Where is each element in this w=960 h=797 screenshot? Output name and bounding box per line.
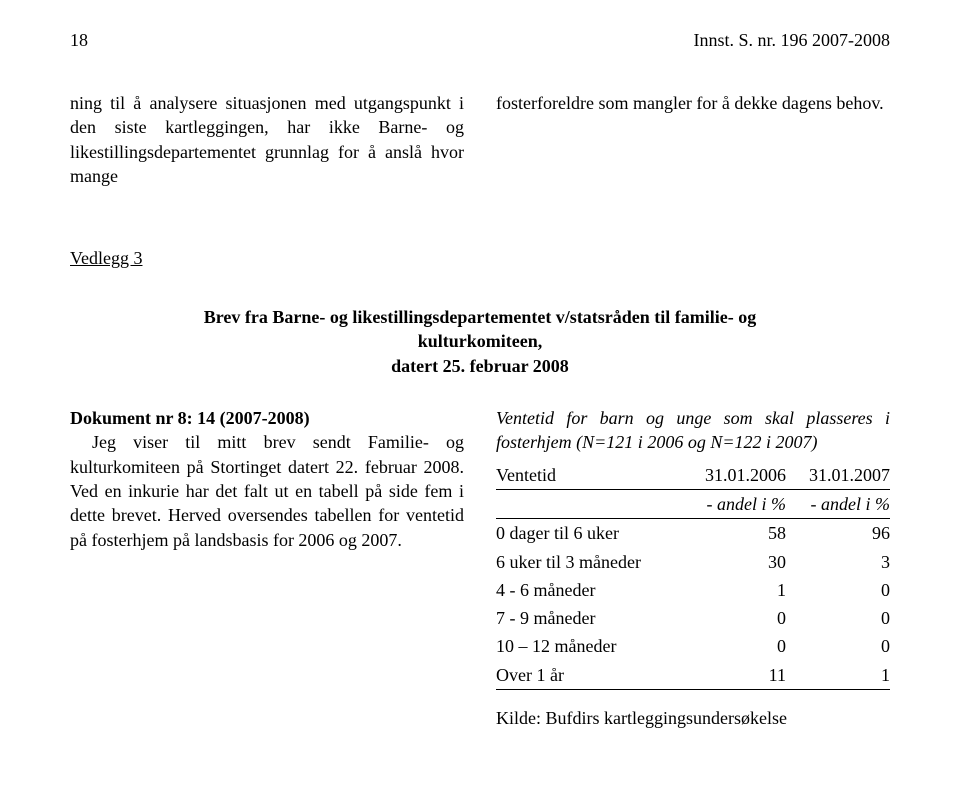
row-2006: 58 [682, 519, 786, 548]
row-label: 4 - 6 måneder [496, 576, 682, 604]
col-sub-2007: - andel i % [786, 489, 890, 518]
table-source: Kilde: Bufdirs kartleggingsundersøkelse [496, 706, 890, 730]
table-caption: Ventetid for barn og unge som skal plass… [496, 406, 890, 455]
top-two-columns: ning til å analysere situasjonen med utg… [70, 91, 890, 188]
row-2006: 11 [682, 661, 786, 690]
lower-right-column: Ventetid for barn og unge som skal plass… [496, 406, 890, 730]
top-right-column: fosterforeldre som mangler for å dekke d… [496, 91, 890, 188]
row-label: 6 uker til 3 måneder [496, 548, 682, 576]
row-2007: 0 [786, 604, 890, 632]
row-2007: 96 [786, 519, 890, 548]
table-row: Over 1 år 11 1 [496, 661, 890, 690]
table-row: 0 dager til 6 uker 58 96 [496, 519, 890, 548]
row-label: 0 dager til 6 uker [496, 519, 682, 548]
document-number-line: Dokument nr 8: 14 (2007-2008) [70, 406, 464, 430]
col-header-2006: 31.01.2006 [682, 461, 786, 490]
row-2006: 1 [682, 576, 786, 604]
lower-left-column: Dokument nr 8: 14 (2007-2008) Jeg viser … [70, 406, 464, 730]
table-row: 7 - 9 måneder 0 0 [496, 604, 890, 632]
row-label: 7 - 9 måneder [496, 604, 682, 632]
letter-title: Brev fra Barne- og likestillingsdepartem… [170, 305, 790, 378]
row-2007: 0 [786, 632, 890, 660]
running-header: 18 Innst. S. nr. 196 2007-2008 [70, 30, 890, 51]
body-paragraph: Jeg viser til mitt brev sendt Familie- o… [70, 430, 464, 551]
row-2006: 0 [682, 632, 786, 660]
page-number: 18 [70, 30, 88, 51]
ventetid-table: Ventetid 31.01.2006 31.01.2007 - andel i… [496, 461, 890, 690]
doc-reference: Innst. S. nr. 196 2007-2008 [693, 30, 890, 51]
table-row: 6 uker til 3 måneder 30 3 [496, 548, 890, 576]
letter-title-line2: datert 25. februar 2008 [391, 356, 569, 376]
row-label: 10 – 12 måneder [496, 632, 682, 660]
lower-two-columns: Dokument nr 8: 14 (2007-2008) Jeg viser … [70, 406, 890, 730]
letter-title-line1: Brev fra Barne- og likestillingsdepartem… [204, 307, 757, 351]
row-2007: 3 [786, 548, 890, 576]
table-row: 4 - 6 måneder 1 0 [496, 576, 890, 604]
row-2007: 0 [786, 576, 890, 604]
attachment-heading: Vedlegg 3 [70, 248, 890, 269]
col-sub-2006: - andel i % [682, 489, 786, 518]
col-sub-empty [496, 489, 682, 518]
row-label: Over 1 år [496, 661, 682, 690]
page: 18 Innst. S. nr. 196 2007-2008 ning til … [0, 0, 960, 797]
col-header-2007: 31.01.2007 [786, 461, 890, 490]
top-left-column: ning til å analysere situasjonen med utg… [70, 91, 464, 188]
table-header-row-1: Ventetid 31.01.2006 31.01.2007 [496, 461, 890, 490]
table-header-row-2: - andel i % - andel i % [496, 489, 890, 518]
row-2007: 1 [786, 661, 890, 690]
row-2006: 30 [682, 548, 786, 576]
row-2006: 0 [682, 604, 786, 632]
col-header-ventetid: Ventetid [496, 461, 682, 490]
table-row: 10 – 12 måneder 0 0 [496, 632, 890, 660]
